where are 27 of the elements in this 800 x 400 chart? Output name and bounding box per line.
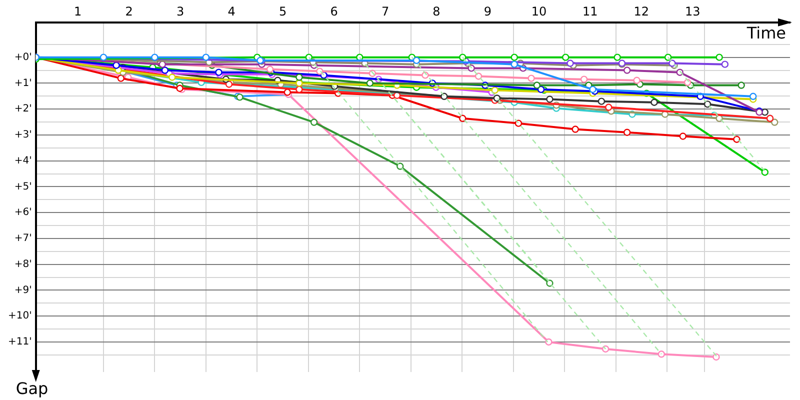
y-tick-label: +10' [8, 310, 32, 322]
y-tick-label: +7' [14, 233, 32, 244]
y-axis-title: Gap [16, 379, 48, 398]
x-tick-label: 5 [278, 4, 287, 18]
x-tick-label: 12 [634, 4, 650, 18]
y-tick-label: +2' [14, 104, 32, 115]
y-tick-label: +9' [14, 284, 32, 296]
y-tick-label: +8' [14, 258, 32, 270]
y-tick-label: +4' [14, 155, 32, 166]
x-tick-label: 1 [74, 4, 82, 18]
x-tick-label: 6 [330, 4, 338, 18]
x-tick-label: 4 [228, 4, 236, 18]
x-tick-label: 11 [582, 4, 598, 18]
y-tick-label: +5' [14, 181, 32, 192]
y-tick-label: +6' [14, 207, 32, 218]
x-tick-label: 10 [531, 4, 547, 18]
x-axis-title: Time [746, 24, 786, 43]
x-tick-label: 13 [685, 4, 700, 18]
y-tick-label: +3' [14, 130, 32, 141]
y-tick-label: +0' [14, 52, 32, 63]
y-tick-label: +1' [14, 78, 32, 89]
x-tick-label: 2 [125, 4, 133, 18]
x-tick-label: 7 [381, 4, 390, 18]
x-tick-label: 8 [432, 4, 440, 18]
x-tick-label: 3 [176, 4, 184, 18]
y-tick-label: +11' [8, 336, 32, 348]
x-tick-label: 9 [484, 4, 492, 18]
